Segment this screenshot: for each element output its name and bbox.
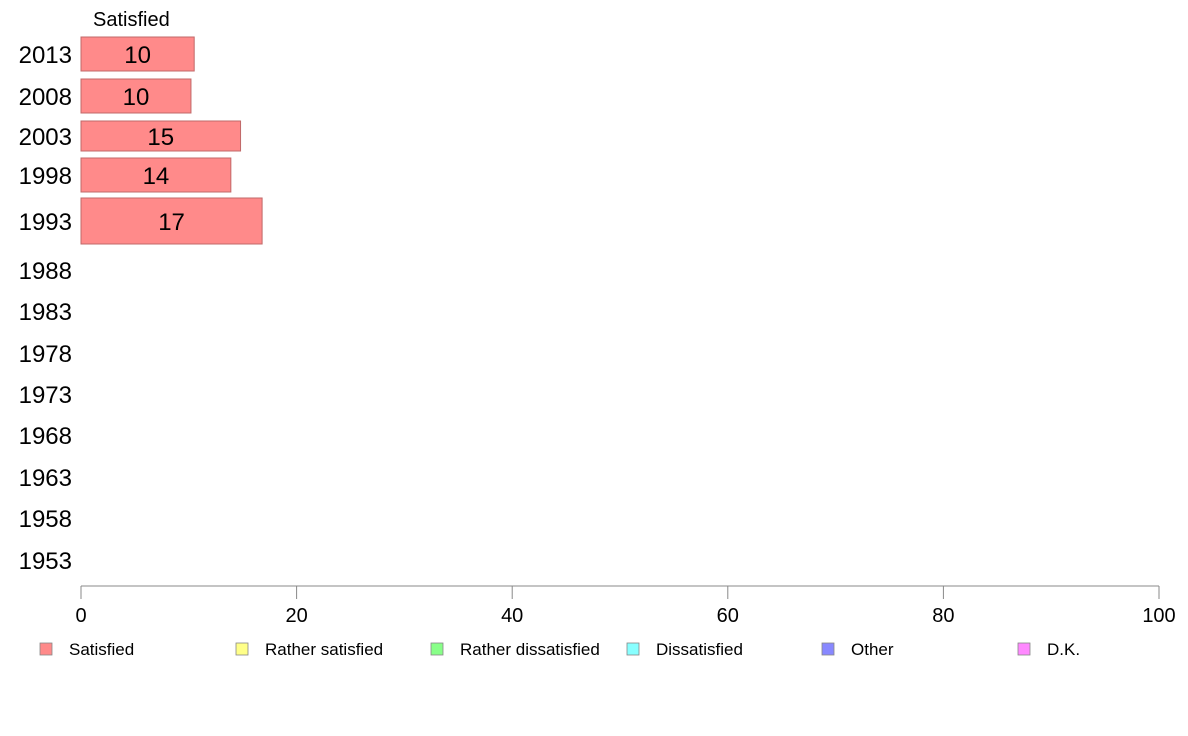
- legend-label-rather-dissatisfied: Rather dissatisfied: [460, 640, 600, 659]
- category-label-2003: 2003: [19, 124, 72, 151]
- legend-label-d-k-: D.K.: [1047, 640, 1080, 659]
- value-label-2013: 10: [124, 42, 151, 69]
- legend-label-other: Other: [851, 640, 894, 659]
- legend-swatch-rather-dissatisfied: [430, 642, 444, 656]
- category-label-1973: 1973: [19, 382, 72, 409]
- x-tick-label-40: 40: [501, 605, 523, 627]
- legend-swatch-other: [821, 642, 835, 656]
- legend-label-satisfied: Satisfied: [69, 640, 134, 659]
- bar-satisfied-2003: [80, 120, 242, 152]
- value-label-1993: 17: [158, 209, 185, 236]
- x-tick-label-60: 60: [717, 605, 739, 627]
- x-tick-label-100: 100: [1142, 605, 1175, 627]
- bar-satisfied-2013: [80, 36, 195, 72]
- category-label-1993: 1993: [19, 209, 72, 236]
- legend-swatch-satisfied: [39, 642, 53, 656]
- legend-label-dissatisfied: Dissatisfied: [656, 640, 743, 659]
- value-label-1998: 14: [143, 163, 170, 190]
- category-label-1963: 1963: [19, 465, 72, 492]
- category-label-1983: 1983: [19, 299, 72, 326]
- value-label-2008: 10: [123, 84, 150, 111]
- category-label-2008: 2008: [19, 84, 72, 111]
- value-label-2003: 15: [147, 124, 174, 151]
- x-tick-label-80: 80: [932, 605, 954, 627]
- series-header-label: Satisfied: [93, 9, 170, 31]
- bar-satisfied-1998: [80, 157, 232, 193]
- legend-swatch-dissatisfied: [626, 642, 640, 656]
- legend-swatch-d-k-: [1017, 642, 1031, 656]
- category-label-1988: 1988: [19, 258, 72, 285]
- legend-label-rather-satisfied: Rather satisfied: [265, 640, 383, 659]
- x-tick-label-0: 0: [75, 605, 86, 627]
- legend-swatch-rather-satisfied: [235, 642, 249, 656]
- bar-satisfied-2008: [80, 78, 192, 114]
- category-label-1998: 1998: [19, 163, 72, 190]
- category-label-1953: 1953: [19, 548, 72, 575]
- category-label-2013: 2013: [19, 42, 72, 69]
- category-label-1968: 1968: [19, 423, 72, 450]
- category-label-1978: 1978: [19, 341, 72, 368]
- category-label-1958: 1958: [19, 506, 72, 533]
- bar-satisfied-1993: [80, 197, 263, 245]
- x-tick-label-20: 20: [285, 605, 307, 627]
